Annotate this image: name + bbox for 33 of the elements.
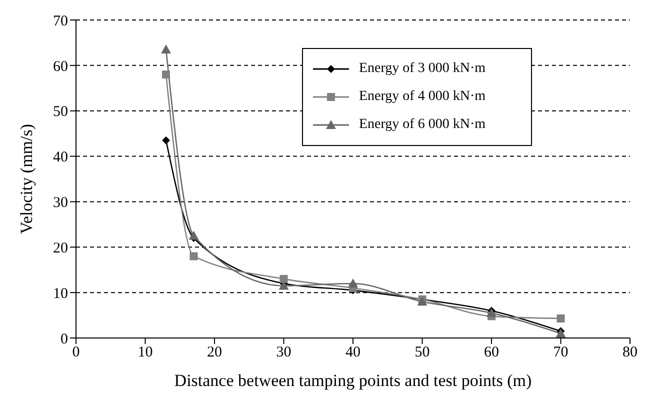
y-tick-label: 70 [53, 13, 68, 30]
point [556, 314, 565, 322]
y-tick-label: 40 [53, 150, 68, 166]
x-tick-label: 0 [72, 344, 80, 361]
y-tick-label: 20 [53, 240, 68, 256]
point [162, 70, 170, 79]
x-tick-label: 80 [622, 344, 638, 361]
x-tick-label: 20 [207, 344, 222, 361]
x-tick-label: 10 [138, 344, 153, 361]
legend-label: Energy of 3 000 kN·m [359, 60, 486, 78]
point [486, 308, 496, 318]
y-tick-label: 0 [60, 331, 68, 348]
y-tick-label: 30 [53, 195, 68, 212]
x-tick-label: 40 [346, 344, 360, 361]
y-tick-label: 10 [53, 286, 68, 302]
x-tick-label: 30 [276, 344, 292, 361]
y-tick-label: 50 [53, 104, 68, 120]
legend-label: Energy of 4 000 kN·m [359, 88, 486, 106]
point [190, 252, 198, 260]
x-tick-label: 60 [484, 344, 499, 361]
x-tick-label: 50 [414, 344, 430, 361]
point [162, 136, 170, 144]
point [280, 274, 288, 283]
x-tick-label: 70 [553, 344, 568, 361]
y-tick-label: 60 [53, 58, 68, 75]
legend-label: Energy of 6 000 kN·m [359, 116, 486, 134]
point [161, 44, 172, 54]
point [278, 280, 289, 290]
x-axis-title: Distance between tamping points and test points (m) [174, 371, 532, 390]
point [417, 296, 428, 306]
point [348, 278, 358, 288]
y-axis-title: Velocity (mm/s) [17, 124, 36, 234]
point [188, 230, 199, 240]
